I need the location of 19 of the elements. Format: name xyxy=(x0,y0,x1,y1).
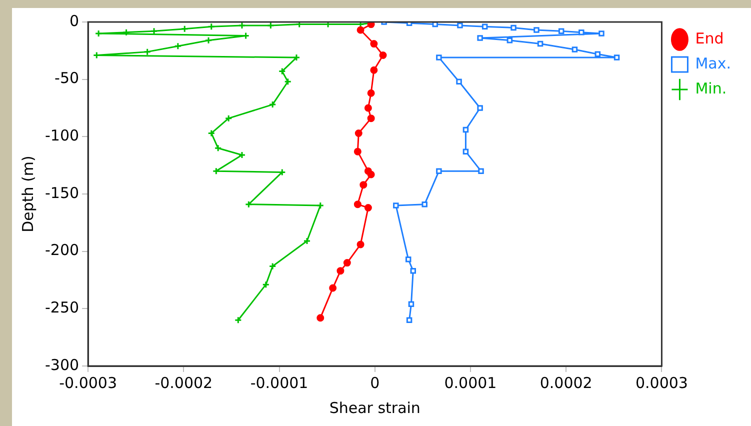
x-tick-label: 0 xyxy=(370,374,380,392)
legend-label: Max. xyxy=(695,54,731,72)
y-tick-label: -100 xyxy=(44,126,80,145)
y-tick-label: -200 xyxy=(44,241,80,260)
x-tick-label: 0.0003 xyxy=(635,374,688,392)
legend-label: Min. xyxy=(695,79,727,98)
x-tick-label: -0.0001 xyxy=(250,374,308,392)
y-tick-label: 0 xyxy=(69,12,80,30)
x-tick-label: 0.0001 xyxy=(444,374,497,392)
y-tick-label: -250 xyxy=(44,298,80,317)
y-tick-label: -150 xyxy=(44,184,80,202)
y-tick-label: -50 xyxy=(54,69,80,88)
x-tick-label: 0.0002 xyxy=(540,374,592,392)
y-axis-title: Depth (m) xyxy=(18,156,37,232)
x-tick-label: -0.0002 xyxy=(154,374,213,392)
legend-label: End xyxy=(695,29,724,48)
x-axis-title: Shear strain xyxy=(329,398,420,417)
y-tick-label: -300 xyxy=(44,356,80,374)
x-tick-label: -0.0003 xyxy=(59,374,117,392)
